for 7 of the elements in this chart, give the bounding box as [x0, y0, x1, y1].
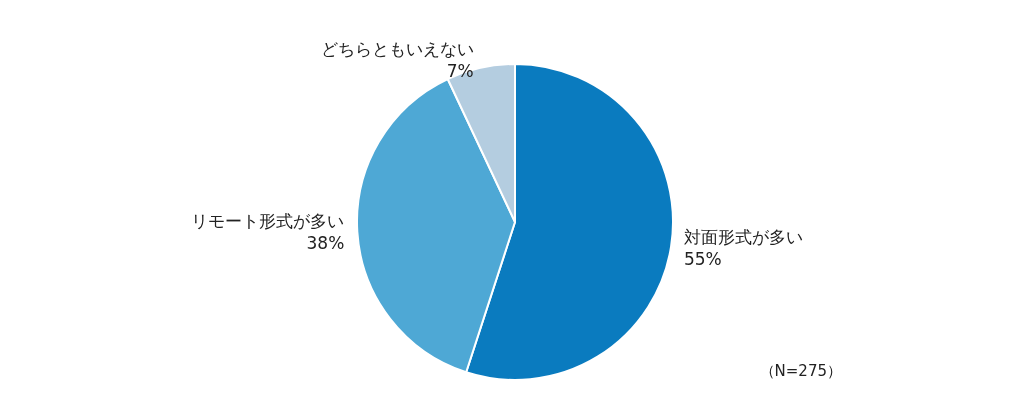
data-label: 38%: [306, 233, 345, 254]
data-label: 55%: [683, 248, 722, 269]
slice-label: リモート形式が多い: [191, 211, 345, 232]
slice-label: 対面形式が多い: [683, 226, 803, 247]
data-label: 7%: [446, 61, 474, 81]
slice-label: どちらともいえない: [320, 39, 474, 59]
text: （N=275）: [759, 361, 842, 380]
